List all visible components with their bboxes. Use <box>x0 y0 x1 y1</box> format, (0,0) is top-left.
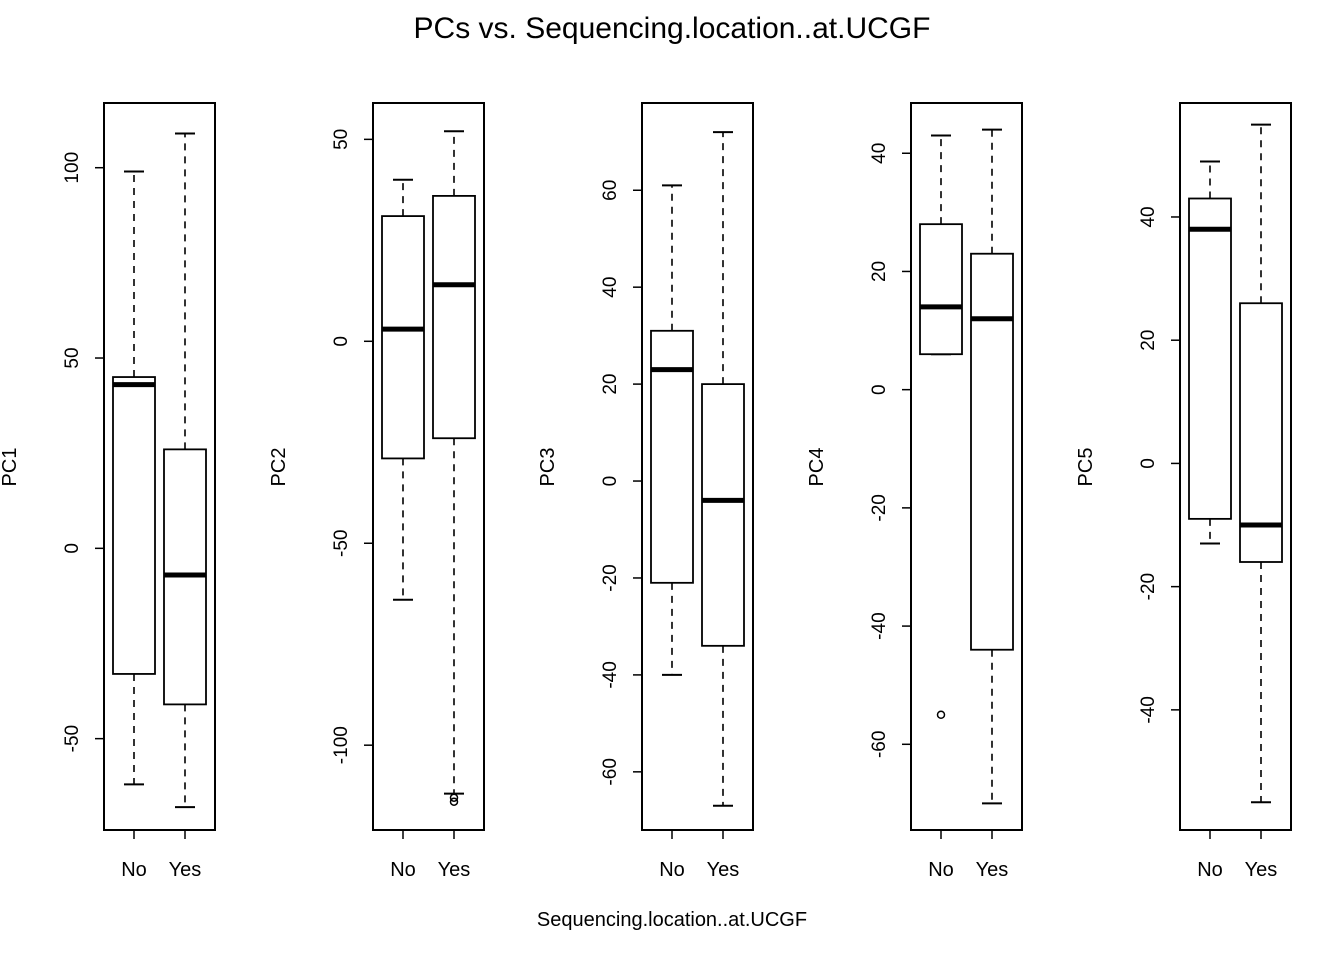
y-tick-label: 0 <box>62 543 83 554</box>
iqr-box <box>919 223 963 356</box>
box-yes <box>701 131 745 807</box>
x-axis-label: Sequencing.location..at.UCGF <box>537 909 807 931</box>
y-tick-label: 0 <box>331 336 352 347</box>
box-yes <box>432 130 476 806</box>
category-label-yes: Yes <box>976 859 1009 881</box>
box-no <box>1188 160 1232 545</box>
box-yes <box>1239 123 1283 804</box>
panel-5: -40 -20 0 20 40 PC5 No Yes <box>1075 102 1292 881</box>
y-tick-label: -50 <box>62 725 83 752</box>
y-tick-label: -20 <box>600 564 621 591</box>
y-tick-label: 50 <box>62 347 83 368</box>
outlier-point <box>449 797 459 806</box>
iqr-box <box>970 252 1014 651</box>
y-axis-label: PC2 <box>268 448 290 487</box>
iqr-box <box>1188 197 1232 520</box>
y-tick-label: -40 <box>600 661 621 688</box>
plot-frame <box>1179 102 1292 831</box>
plot-frame <box>910 102 1023 831</box>
iqr-box <box>701 383 745 647</box>
y-tick-label: -20 <box>869 494 890 521</box>
box-no <box>650 184 694 676</box>
y-tick-label: -60 <box>869 731 890 758</box>
y-axis-label: PC5 <box>1075 448 1097 487</box>
iqr-box <box>650 329 694 584</box>
y-tick-label: 20 <box>600 374 621 395</box>
y-tick-label: 100 <box>62 152 83 184</box>
y-tick-label: 20 <box>869 261 890 282</box>
y-tick-label: 0 <box>869 384 890 395</box>
iqr-box <box>432 194 476 440</box>
y-tick-label: -40 <box>869 612 890 639</box>
plot-frame <box>103 102 216 831</box>
y-axis-label: PC1 <box>0 448 21 487</box>
category-label-no: No <box>928 859 954 881</box>
y-tick-label: 60 <box>600 180 621 201</box>
box-no <box>112 170 156 786</box>
y-axis-label: PC4 <box>806 448 828 487</box>
outlier-point <box>936 710 946 719</box>
y-tick-label: -40 <box>1138 696 1159 723</box>
category-label-yes: Yes <box>438 859 471 881</box>
chart-title: PCs vs. Sequencing.location..at.UCGF <box>414 12 931 45</box>
category-label-no: No <box>121 859 147 881</box>
panel-2: -100 -50 0 50 PC2 No Yes <box>268 102 485 881</box>
y-tick-label: 20 <box>1138 330 1159 351</box>
iqr-box <box>112 376 156 675</box>
category-label-yes: Yes <box>1245 859 1278 881</box>
y-tick-label: -50 <box>331 530 352 557</box>
plot-frame <box>372 102 485 831</box>
plot-frame <box>641 102 754 831</box>
panel-3: -60 -40 -20 0 20 40 60 PC3 No Yes <box>537 102 754 881</box>
category-label-no: No <box>1197 859 1223 881</box>
category-label-yes: Yes <box>707 859 740 881</box>
box-yes <box>970 128 1014 805</box>
panel-4: -60 -40 -20 0 20 40 PC4 No Yes <box>806 102 1023 881</box>
y-tick-label: 40 <box>869 143 890 164</box>
y-tick-label: 50 <box>331 129 352 150</box>
y-tick-label: 40 <box>600 277 621 298</box>
category-label-yes: Yes <box>169 859 202 881</box>
y-tick-label: -60 <box>600 758 621 785</box>
y-tick-label: 0 <box>1138 458 1159 469</box>
y-tick-label: 40 <box>1138 206 1159 227</box>
outlier-point <box>449 793 459 802</box>
panel-1: -50 0 50 100 PC1 No Yes <box>0 102 216 881</box>
box-yes <box>163 132 207 809</box>
iqr-box <box>1239 302 1283 563</box>
box-no <box>381 178 425 601</box>
y-tick-label: 0 <box>600 476 621 487</box>
y-axis-label: PC3 <box>537 448 559 487</box>
box-no <box>919 134 963 719</box>
category-label-no: No <box>390 859 416 881</box>
y-tick-label: -20 <box>1138 573 1159 600</box>
y-tick-label: -100 <box>331 726 352 764</box>
iqr-box <box>381 215 425 460</box>
category-label-no: No <box>659 859 685 881</box>
panels-group: -50 0 50 100 PC1 No Yes -100 -50 0 50 PC2 No Yes -60 -4… <box>0 102 1292 881</box>
